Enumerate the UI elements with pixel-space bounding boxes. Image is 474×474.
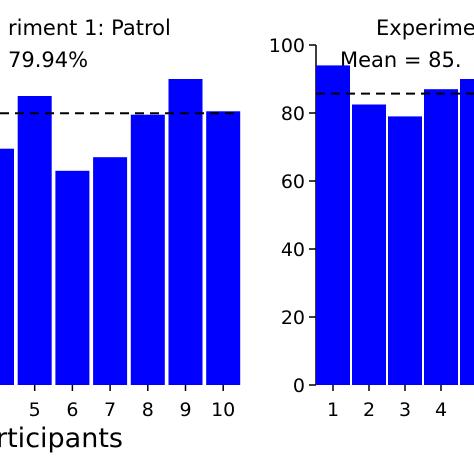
chart-subtitle: 79.94% [8,48,88,72]
y-tick-label: 20 [281,307,305,329]
y-tick-label: 40 [281,239,305,261]
x-tick-label: 1 [327,399,339,421]
bar [0,148,14,385]
x-tick-label: 10 [211,399,235,421]
x-tick-label: 5 [29,399,41,421]
x-axis-ticks: 5 6 7 8 9 10 [29,385,235,421]
y-tick-label: 0 [293,375,305,397]
chart-title: Experime [376,16,474,40]
x-axis-ticks: 1 2 3 4 [327,385,447,421]
bar [93,157,128,385]
bar [168,79,203,385]
bar [424,89,458,385]
chart-title: riment 1: Patrol [8,16,171,40]
chart-panel-experiment-2: Experime Mean = 85. 0 20 40 60 80 100 1 2 3 4 [269,16,474,421]
x-tick-label: 2 [363,399,375,421]
x-tick-label: 4 [435,399,447,421]
x-tick-label: 8 [142,399,154,421]
y-tick-label: 80 [281,103,305,125]
bar [55,170,90,385]
bar [206,111,241,386]
bars-group [316,65,474,386]
x-tick-label: 9 [179,399,191,421]
bar [352,104,386,385]
bar [388,116,422,386]
chart-panel-experiment-1: riment 1: Patrol 79.94% 5 6 7 8 9 10 [0,16,241,421]
bars-group [0,79,241,386]
x-axis-label: rticipants [0,423,123,454]
y-tick-label: 60 [281,171,305,193]
chart-subtitle: Mean = 85. [340,48,462,72]
y-axis: 0 20 40 60 80 100 [269,35,317,397]
x-tick-label: 7 [104,399,116,421]
y-tick-label: 100 [269,35,305,57]
bar [130,114,165,385]
bar [316,65,350,386]
x-tick-label: 6 [66,399,78,421]
bar [460,79,474,385]
bar [17,96,52,385]
x-tick-label: 3 [399,399,411,421]
